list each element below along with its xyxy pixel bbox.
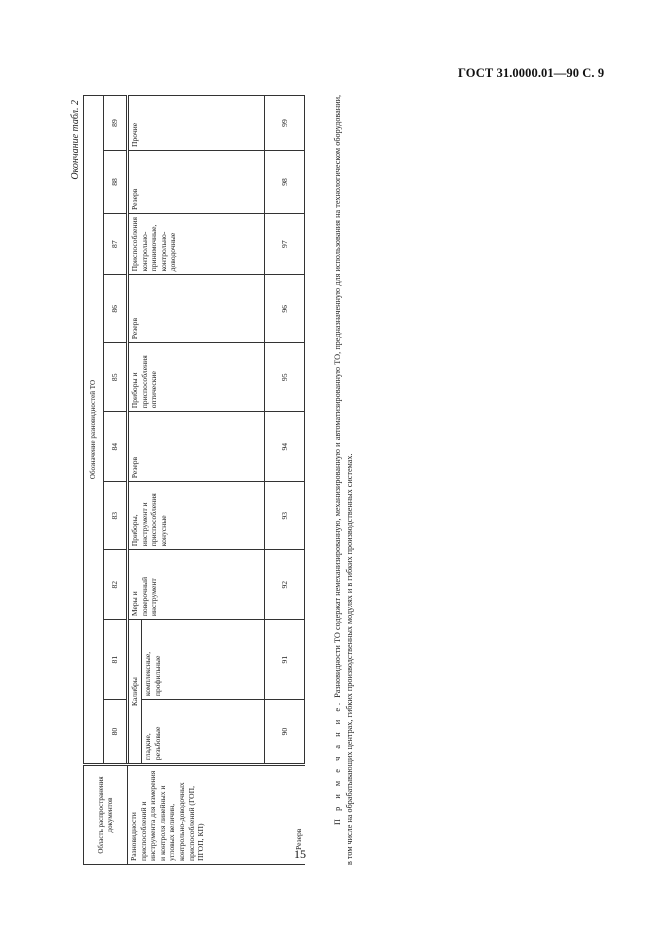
header-scope: Область распространения документов [83, 764, 128, 865]
type-cell: Прочие [127, 95, 265, 151]
code-cell: 81 [103, 619, 128, 700]
codes-row-top: 80 81 82 83 84 85 86 87 88 89 [103, 95, 128, 865]
code-cell: 80 [103, 699, 128, 765]
type-cell: гладкие, резьбовые [141, 699, 265, 765]
code-cell: 87 [103, 213, 128, 275]
code-cell: 97 [264, 213, 305, 275]
code-cell: 94 [264, 411, 305, 482]
header-types: Обозначение разновидностей ТО [83, 95, 104, 765]
code-cell: 95 [264, 342, 305, 412]
code-cell: 91 [264, 619, 305, 700]
code-cell: 93 [264, 481, 305, 550]
type-cell: Приборы и приспособления оптические [127, 342, 265, 412]
row-label: Разновидности приспособлений и инструмен… [127, 764, 265, 865]
type-cell: комплексные, профильные [141, 619, 265, 700]
page-number: 15 [294, 847, 306, 861]
type-cell: Резерв [127, 150, 265, 214]
code-cell: 99 [264, 95, 305, 151]
code-cell: 88 [103, 150, 128, 214]
document-header: ГОСТ 31.0000.01—90 С. 9 [458, 66, 605, 80]
classification-table: Область распространения документов Обозн… [83, 95, 305, 865]
type-cell: Приборы, инструмент и приспособления кон… [127, 481, 265, 550]
subheader-calibers: Калибры [127, 619, 142, 765]
code-cell: 96 [264, 274, 305, 343]
rotated-table-block: Окончание табл. 2 Область распространени… [70, 95, 382, 865]
note-lead: П р и м е ч а н и е. [333, 699, 342, 825]
table-note: П р и м е ч а н и е. Разновидности ТО со… [332, 95, 356, 865]
type-cell: Резерв [127, 411, 265, 482]
code-cell: 85 [103, 342, 128, 412]
code-cell: 84 [103, 411, 128, 482]
code-cell: 86 [103, 274, 128, 343]
table-continuation-label: Окончание табл. 2 [70, 100, 81, 180]
type-cell: Резерв [127, 274, 265, 343]
code-cell: 92 [264, 549, 305, 620]
code-cell: 82 [103, 549, 128, 620]
codes-row-bottom: Резерв 90 91 92 93 94 95 96 97 98 99 [264, 95, 305, 865]
code-cell: 89 [103, 95, 128, 151]
code-cell: 98 [264, 150, 305, 214]
code-cell: 90 [264, 699, 305, 765]
type-cell: Меры и поверочный инструмент [127, 549, 265, 620]
code-cell: 83 [103, 481, 128, 550]
type-cell: Приспособления контрольно-принимочные, к… [127, 213, 265, 275]
